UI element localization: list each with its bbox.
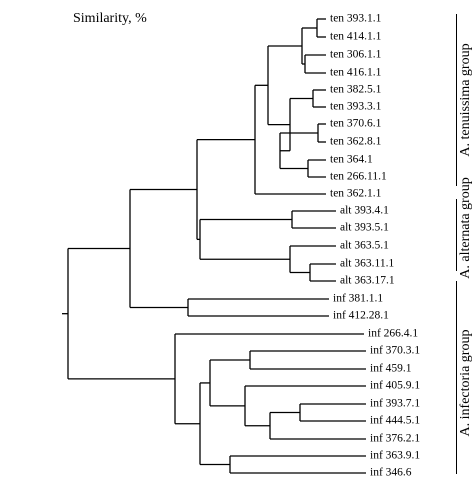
leaf-label: ten 382.5.1 <box>330 83 382 96</box>
leaf-label: inf 405.9.1 <box>370 379 421 392</box>
leaf-label: inf 444.5.1 <box>370 414 421 427</box>
leaf-label: alt 393.4.1 <box>340 204 389 217</box>
alternata-group-label: A. alternata group <box>458 177 473 279</box>
alternata-group-bracket <box>456 199 457 271</box>
leaf-label: inf 381.1.1 <box>333 292 384 305</box>
leaf-label: ten 414.1.1 <box>330 30 382 43</box>
similarity-axis-label: Similarity, % <box>73 11 147 26</box>
leaf-label: alt 363.5.1 <box>340 239 389 252</box>
leaf-label: alt 393.5.1 <box>340 221 389 234</box>
leaf-label: ten 362.8.1 <box>330 135 382 148</box>
infectoria-group-label: A. infectoria group <box>458 329 473 437</box>
leaf-label: ten 266.11.1 <box>330 170 387 183</box>
leaf-label: ten 370.6.1 <box>330 117 382 130</box>
leaf-label: ten 393.1.1 <box>330 12 382 25</box>
leaf-label: inf 459.1 <box>370 362 412 375</box>
leaf-label: inf 412.28.1 <box>333 309 389 322</box>
leaf-label: inf 266.4.1 <box>368 327 419 340</box>
leaf-label: ten 416.1.1 <box>330 66 382 79</box>
infectoria-group-bracket <box>456 281 457 474</box>
leaf-label: ten 362.1.1 <box>330 187 382 200</box>
leaf-label: ten 306.1.1 <box>330 48 382 61</box>
leaf-label: alt 363.17.1 <box>340 274 395 287</box>
leaf-label: inf 370.3.1 <box>370 344 421 357</box>
leaf-label: alt 363.11.1 <box>340 257 395 270</box>
tenuissima-group-label: A. tenuissima group <box>458 43 473 157</box>
leaf-label: inf 363.9.1 <box>370 449 421 462</box>
leaf-label: inf 393.7.1 <box>370 397 421 410</box>
leaf-label: ten 393.3.1 <box>330 100 382 113</box>
leaf-label: inf 346.6 <box>370 466 412 479</box>
tenuissima-group-bracket <box>456 14 457 186</box>
leaf-label: ten 364.1 <box>330 153 373 166</box>
leaf-label: inf 376.2.1 <box>370 432 421 445</box>
